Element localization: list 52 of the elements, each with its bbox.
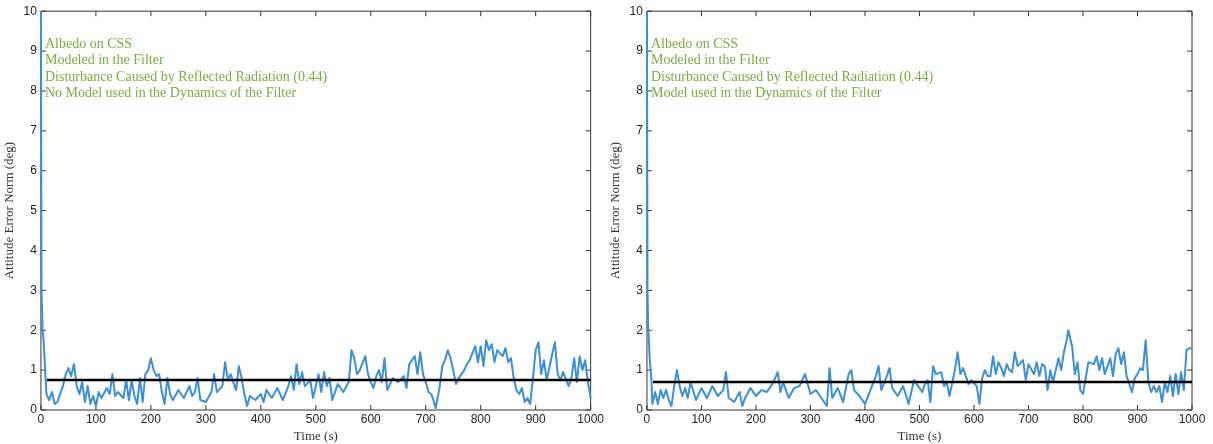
x-tick-label: 600 [360,411,382,426]
y-tick-label: 5 [30,202,38,217]
y-tick-label: 6 [636,163,644,178]
x-tick-label: 1000 [1178,411,1206,426]
x-tick-label: 500 [909,411,930,426]
x-tick-label: 300 [800,411,821,426]
annotation: Disturbance Caused by Reflected Radiation (0.44) [650,68,934,85]
y-tick-label: 8 [30,83,38,98]
y-tick-label: 10 [23,3,38,18]
y-tick-label: 5 [636,202,644,217]
y-tick-label: 8 [636,83,644,98]
y-tick-label: 7 [636,123,644,138]
x-tick-label: 800 [470,411,492,426]
annotation: Model used in the Dynamics of the Filter [650,85,882,101]
y-tick-label: 9 [636,43,644,58]
annotation: Albedo on CSS [44,35,133,51]
y-tick-label: 6 [30,163,38,178]
x-axis-title: Time (s) [897,427,942,443]
y-tick-label: 3 [636,282,644,297]
y-axis-title: Attitude Error Norm (deg) [1,141,17,280]
annotation: Modeled in the Filter [44,52,164,68]
y-tick-label: 2 [30,322,38,337]
x-tick-label: 800 [1072,411,1094,426]
x-tick-label: 600 [963,411,985,426]
annotation: Disturbance Caused by Reflected Radiation (0.44) [44,68,328,85]
x-tick-label: 500 [305,411,327,426]
x-tick-label: 100 [691,411,712,426]
y-tick-label: 3 [30,282,38,297]
y-tick-label: 9 [30,43,38,58]
y-tick-label: 2 [636,322,644,337]
x-axis-title: Time (s) [293,427,338,443]
x-tick-label: 300 [195,411,217,426]
annotation: Albedo on CSS [650,35,739,51]
x-tick-label: 700 [415,411,437,426]
x-tick-label: 400 [854,411,876,426]
x-tick-label: 700 [1018,411,1039,426]
x-tick-label: 1000 [577,411,605,426]
y-tick-label: 4 [636,242,644,257]
annotation: Modeled in the Filter [650,52,770,68]
x-tick-label: 900 [1127,411,1148,426]
y-axis-title: Attitude Error Norm (deg) [607,141,623,280]
y-tick-label: 4 [30,242,38,257]
x-tick-label: 200 [745,411,767,426]
x-tick-label: 100 [85,411,107,426]
annotation: No Model used in the Dynamics of the Filter [44,85,297,101]
y-tick-label: 7 [30,123,38,138]
y-tick-label: 1 [30,362,38,377]
y-tick-label: 10 [629,3,644,18]
x-tick-label: 200 [140,411,162,426]
y-tick-label: 1 [636,362,644,377]
x-tick-label: 400 [250,411,272,426]
x-tick-label: 900 [525,411,547,426]
